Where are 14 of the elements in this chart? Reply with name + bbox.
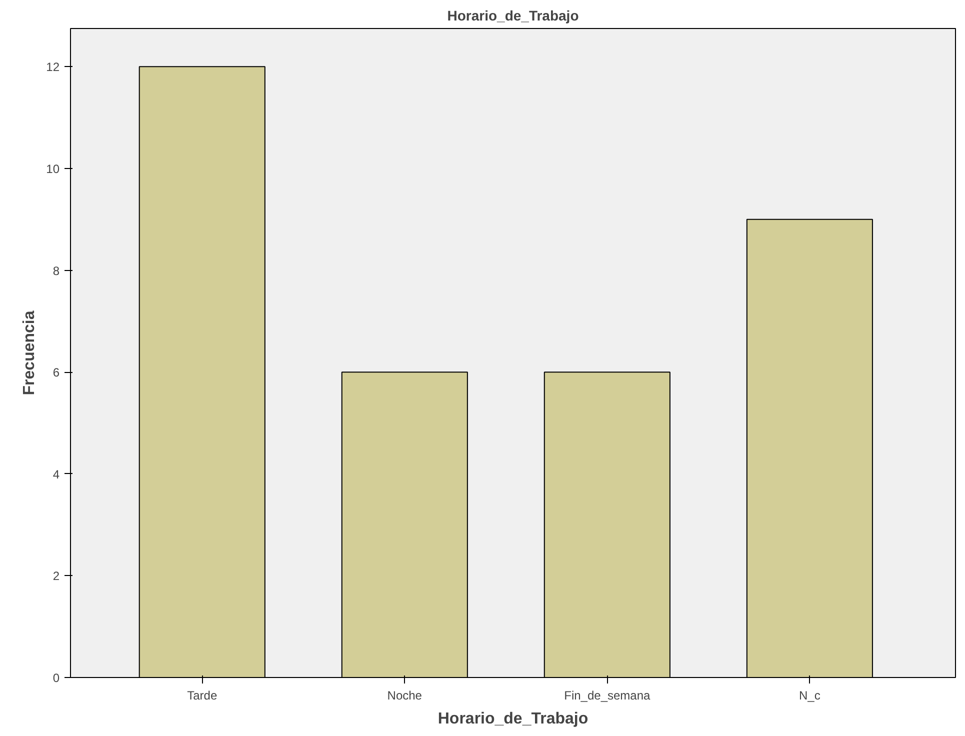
chart-title: Horario_de_Trabajo [447,8,579,24]
y-tick-label: 6 [52,366,60,380]
x-tick-label: Tarde [187,688,218,702]
y-axis-title: Frecuencia [21,310,38,396]
y-tick-label: 4 [52,467,60,482]
x-tick-label: N_c [799,688,820,702]
y-tick-label: 2 [52,569,60,584]
x-tick-label: Noche [387,688,422,702]
y-tick-label: 12 [46,60,60,74]
y-tick-label: 8 [52,264,60,278]
x-axis-title: Horario_de_Trabajo [438,710,588,728]
y-tick-label: 10 [46,162,60,176]
y-tick-label: 0 [52,671,60,685]
x-tick-label: Fin_de_semana [564,688,651,702]
